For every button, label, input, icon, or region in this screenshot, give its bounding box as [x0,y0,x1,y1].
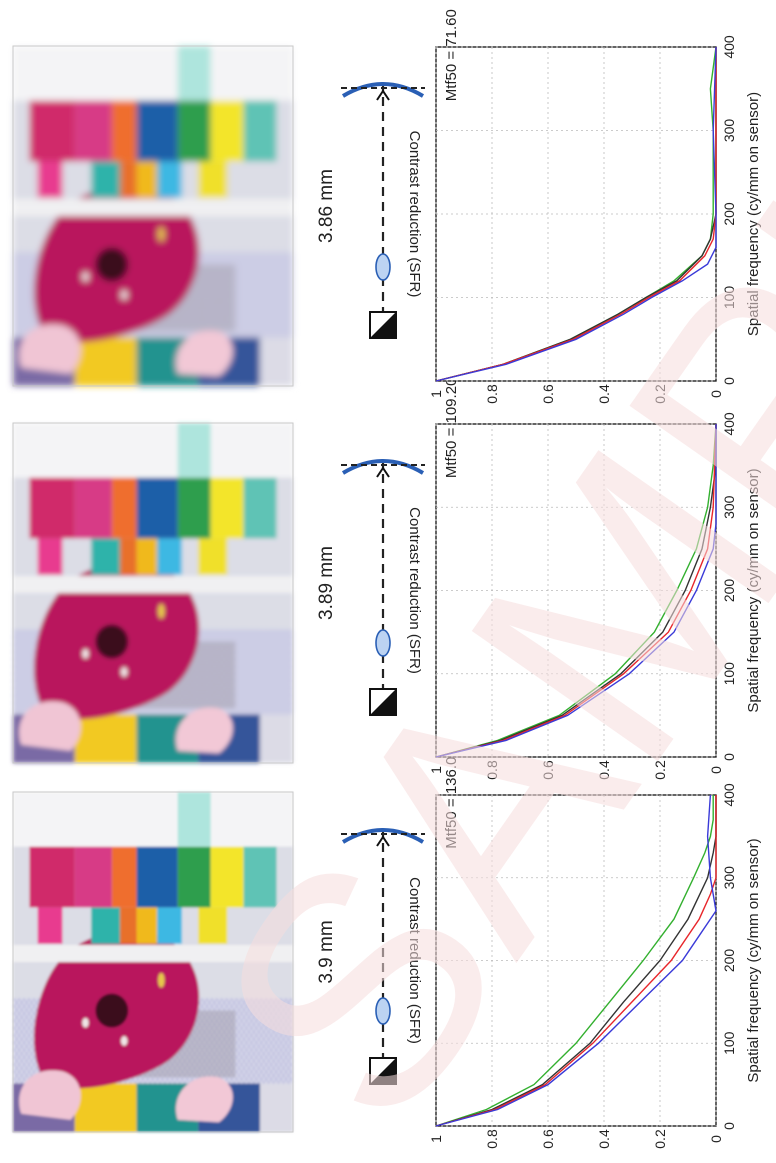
y-tick-label: 0 [708,766,724,774]
y-tick-label: 0.6 [540,384,556,404]
y-tick-label: 0.4 [596,384,612,404]
photo-3-86mm [12,45,294,387]
x-axis-label: Spatial frequency (cy/mm on sensor) [745,468,762,712]
x-tick-label: 200 [721,949,737,973]
x-tick-label: 300 [721,866,737,890]
optics-diagram-1: 3.89 mm [316,459,425,716]
series-line-red [435,423,717,758]
y-tick-label: 0.8 [484,760,500,780]
x-tick-label: 100 [721,1031,737,1055]
y-tick-label: 0.8 [484,384,500,404]
photo-3-9mm [12,791,294,1133]
x-tick-label: 400 [721,412,737,436]
target-icon [369,311,397,339]
y-tick-label: 0 [708,1135,724,1143]
x-tick-label: 100 [721,662,737,686]
focus-distance-label: 3.9 mm [316,920,337,983]
y-tick-label: 0.2 [652,384,668,404]
y-tick-label: 0.4 [596,1129,612,1149]
y-tick-label: 1 [428,390,444,398]
mtf50-annotation: Mtf50 = 71.60 [443,9,460,101]
x-tick-label: 300 [721,119,737,143]
focal-surface [341,828,425,844]
mtf50-annotation: Mtf50 = 109.20 [443,378,460,479]
y-tick-label: 0.8 [484,1129,500,1149]
photo-3-89mm [12,422,294,764]
y-tick-label: 0.2 [652,760,668,780]
lens-icon [375,253,391,281]
focus-distance-label: 3.86 mm [316,169,337,243]
x-axis-label: Spatial frequency (cy/mm on sensor) [745,92,762,336]
series-line-green [435,795,714,1127]
series-line-black [435,795,717,1127]
y-tick-label: 1 [428,1135,444,1143]
target-icon [369,1057,397,1085]
x-tick-label: 200 [721,202,737,226]
focal-surface [341,82,425,98]
target-icon [369,688,397,716]
lens-icon [375,629,391,657]
y-tick-label: 0.6 [540,1129,556,1149]
optics-diagram-2: 3.86 mm [316,82,425,339]
y-tick-label: 0.6 [540,760,556,780]
y-axis-label: Contrast reduction (SFR) [406,131,423,298]
y-tick-label: 0.2 [652,1129,668,1149]
x-tick-label: 400 [721,35,737,59]
series-line-red [435,47,717,382]
x-tick-label: 0 [721,753,737,761]
focus-distance-label: 3.89 mm [316,546,337,620]
y-axis-label: Contrast reduction (SFR) [406,507,423,674]
y-tick-label: 0.4 [596,760,612,780]
mtf50-annotation: Mtf50 = 136.00 [443,748,460,849]
sfr-chart-2: 0 100 200 300 400 0 0.2 0.4 0.6 0.8 1 Mtf50 = 71.60… [406,9,762,404]
x-tick-label: 400 [721,783,737,807]
y-tick-label: 0 [708,390,724,398]
series-line-blue [435,424,717,758]
x-tick-label: 0 [721,1122,737,1130]
x-tick-label: 0 [721,377,737,385]
lens-icon [375,997,391,1025]
series-line-red [435,795,717,1127]
series-line-blue [435,46,717,382]
series-line-blue [435,794,717,1127]
series-line-black [435,424,717,758]
x-tick-label: 100 [721,286,737,310]
x-axis-label: Spatial frequency (cy/mm on sensor) [745,838,762,1082]
x-tick-label: 200 [721,579,737,603]
y-tick-label: 1 [428,766,444,774]
series-line-green [435,423,717,758]
optics-diagram-0: 3.9 mm [316,828,425,1085]
focal-surface [341,459,425,475]
y-axis-label: Contrast reduction (SFR) [406,877,423,1044]
x-tick-label: 300 [721,495,737,519]
